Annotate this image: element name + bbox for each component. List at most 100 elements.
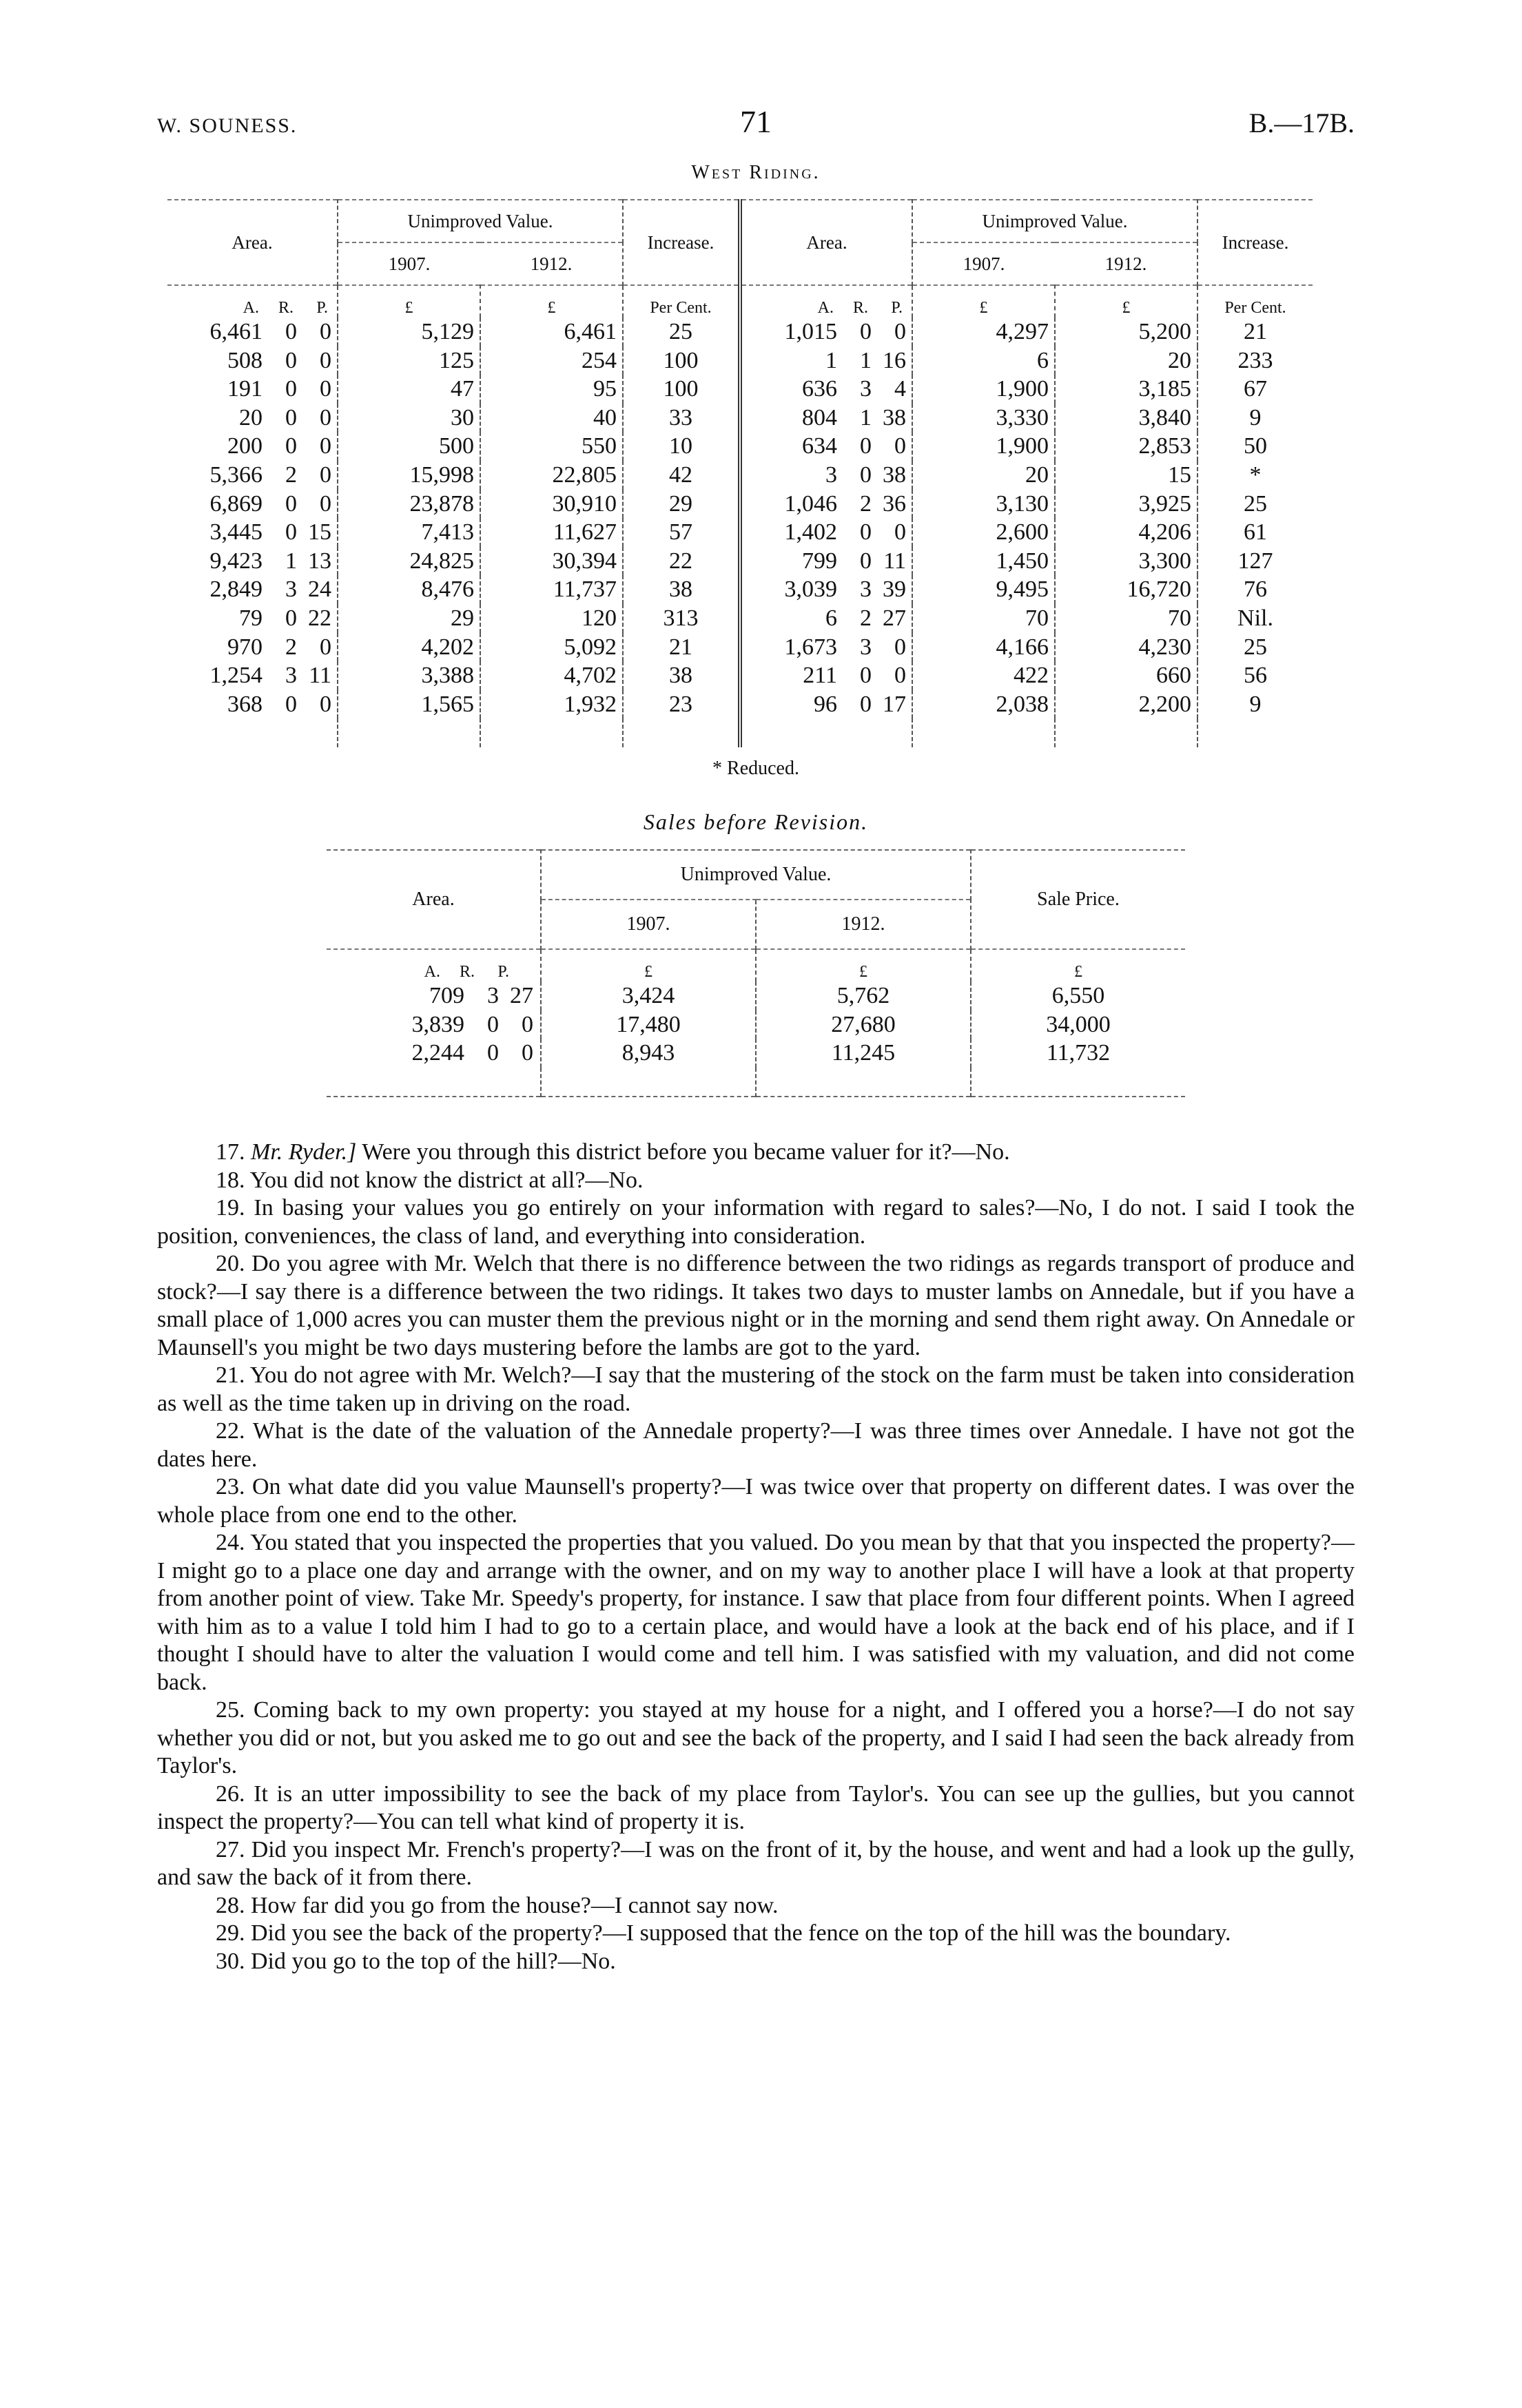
area-cell: 1,254 3 11 bbox=[167, 661, 338, 690]
question-number: 30. bbox=[216, 1948, 245, 1974]
value-1907: 20 bbox=[912, 460, 1055, 490]
area-acres: 6,869 bbox=[209, 490, 263, 517]
increase-percent: 33 bbox=[622, 403, 740, 433]
area-acres: 508 bbox=[227, 347, 263, 373]
area-perches: 39 bbox=[883, 577, 906, 603]
area-roods: 0 bbox=[487, 1040, 499, 1066]
pound-unit: £ bbox=[480, 285, 623, 318]
value-1912: 3,840 bbox=[1054, 403, 1197, 433]
paragraph: 24. You stated that you inspected the pr… bbox=[157, 1529, 1355, 1696]
roods-unit: R. bbox=[852, 299, 868, 317]
area-cell: 191 0 0 bbox=[167, 375, 338, 404]
area-roods: 0 bbox=[285, 519, 297, 546]
area-perches: 0 bbox=[894, 519, 906, 546]
pound-unit: £ bbox=[970, 948, 1185, 982]
increase-percent: 100 bbox=[622, 346, 740, 375]
year-1912-header: 1912. bbox=[480, 242, 623, 285]
paragraph-text: Did you see the back of the property?—I … bbox=[251, 1920, 1231, 1947]
roods-unit: R. bbox=[278, 299, 294, 317]
increase-percent: * bbox=[1197, 460, 1313, 490]
area-cell: 799 0 11 bbox=[738, 546, 912, 576]
paragraph-text: Did you inspect Mr. French's property?—I… bbox=[157, 1836, 1355, 1891]
area-roods: 3 bbox=[860, 577, 872, 603]
value-1907: 24,825 bbox=[337, 546, 480, 576]
area-roods: 0 bbox=[860, 519, 872, 546]
area-cell: 6,461 0 0 bbox=[167, 318, 338, 346]
question-number: 17. bbox=[216, 1139, 245, 1165]
area-acres: 3 bbox=[825, 461, 837, 488]
value-1907: 2,038 bbox=[912, 689, 1055, 719]
document-page: W. SOUNESS. 71 B.—17B. West Riding. Area… bbox=[157, 104, 1355, 1974]
value-1907: 70 bbox=[912, 603, 1055, 633]
area-perches: 4 bbox=[894, 376, 906, 402]
area-roods: 0 bbox=[487, 1011, 499, 1037]
percent-unit: Per Cent. bbox=[622, 285, 740, 318]
year-1912-header: 1912. bbox=[1055, 242, 1197, 285]
area-cell: 636 3 4 bbox=[738, 375, 912, 404]
area-acres: 2,244 bbox=[411, 1040, 465, 1066]
area-roods: 0 bbox=[860, 433, 872, 459]
year-1907-header: 1907. bbox=[337, 242, 480, 285]
area-cell: 1,673 3 0 bbox=[738, 632, 912, 662]
question-number: 19. bbox=[216, 1195, 245, 1221]
area-acres: 9,423 bbox=[209, 548, 263, 574]
table-row: 508 0 0 125 254 100 1 1 16 6 20 233 bbox=[167, 346, 1313, 375]
increase-percent: 42 bbox=[622, 460, 740, 490]
value-1912: 1,932 bbox=[480, 689, 623, 719]
area-acres: 634 bbox=[802, 433, 837, 459]
sale-price-header: Sale Price. bbox=[970, 849, 1185, 949]
paragraph-text: You do not agree with Mr. Welch?—I say t… bbox=[157, 1362, 1355, 1416]
area-cell: 508 0 0 bbox=[167, 346, 338, 375]
value-1907: 9,495 bbox=[912, 575, 1055, 604]
table-row-spacer bbox=[327, 1067, 1185, 1097]
area-roods: 0 bbox=[860, 461, 872, 488]
value-1907: 4,202 bbox=[337, 632, 480, 662]
area-cell: 709 3 27 bbox=[327, 982, 541, 1010]
value-1912: 11,737 bbox=[480, 575, 623, 604]
area-acres: 1 bbox=[825, 347, 837, 373]
area-cell: 5,366 2 0 bbox=[167, 461, 338, 490]
area-perches: 17 bbox=[883, 691, 906, 717]
value-1912: 5,762 bbox=[755, 981, 971, 1010]
value-1907: 30 bbox=[337, 403, 480, 433]
area-cell: 2,244 0 0 bbox=[327, 1039, 541, 1068]
perches-unit: P. bbox=[891, 299, 903, 317]
area-acres: 1,402 bbox=[784, 519, 838, 546]
table-row: 191 0 0 47 95 100 636 3 4 1,900 3,185 67 bbox=[167, 375, 1313, 404]
perches-unit: P. bbox=[497, 962, 509, 981]
value-1907: 17,480 bbox=[540, 1010, 756, 1039]
area-roods: 0 bbox=[285, 376, 297, 402]
table-row: 9,423 1 13 24,825 30,394 22 799 0 11 1,450 3,300 12… bbox=[167, 546, 1313, 576]
area-acres: 96 bbox=[814, 691, 837, 717]
question-number: 21. bbox=[216, 1362, 245, 1389]
table-row: 709 3 27 3,424 5,762 6,550 bbox=[327, 981, 1185, 1010]
value-1912: 254 bbox=[480, 346, 623, 375]
area-acres: 1,015 bbox=[784, 319, 838, 344]
paragraph-text: What is the date of the valuation of the… bbox=[157, 1418, 1355, 1472]
paragraph: 29. Did you see the back of the property… bbox=[157, 1920, 1355, 1948]
paragraph-text: Did you go to the top of the hill?—No. bbox=[251, 1948, 616, 1974]
area-acres: 200 bbox=[227, 433, 263, 459]
question-number: 23. bbox=[216, 1474, 245, 1500]
question-number: 20. bbox=[216, 1251, 245, 1277]
value-1912: 550 bbox=[480, 432, 623, 461]
table-row: 79 0 22 29 120 313 6 2 27 70 70 Nil. bbox=[167, 603, 1313, 633]
value-1912: 2,200 bbox=[1054, 689, 1197, 719]
increase-percent: 100 bbox=[622, 375, 740, 404]
value-1912: 30,394 bbox=[480, 546, 623, 576]
increase-percent: 67 bbox=[1197, 375, 1313, 404]
increase-header: Increase. bbox=[1197, 200, 1313, 285]
paragraph: 23. On what date did you value Maunsell'… bbox=[157, 1473, 1355, 1529]
area-roods: 1 bbox=[860, 347, 872, 373]
value-1907: 47 bbox=[337, 375, 480, 404]
area-acres: 79 bbox=[239, 605, 263, 631]
area-cell: 1,015 0 0 bbox=[738, 318, 912, 346]
value-1912: 27,680 bbox=[755, 1010, 971, 1039]
area-roods: 0 bbox=[860, 319, 872, 344]
increase-header: Increase. bbox=[622, 200, 740, 285]
area-perches: 0 bbox=[320, 461, 331, 488]
area-header: Area. bbox=[232, 231, 273, 253]
area-acres: 3,839 bbox=[411, 1011, 465, 1037]
sales-section-title: Sales before Revision. bbox=[643, 809, 869, 834]
increase-percent: 61 bbox=[1197, 518, 1313, 547]
